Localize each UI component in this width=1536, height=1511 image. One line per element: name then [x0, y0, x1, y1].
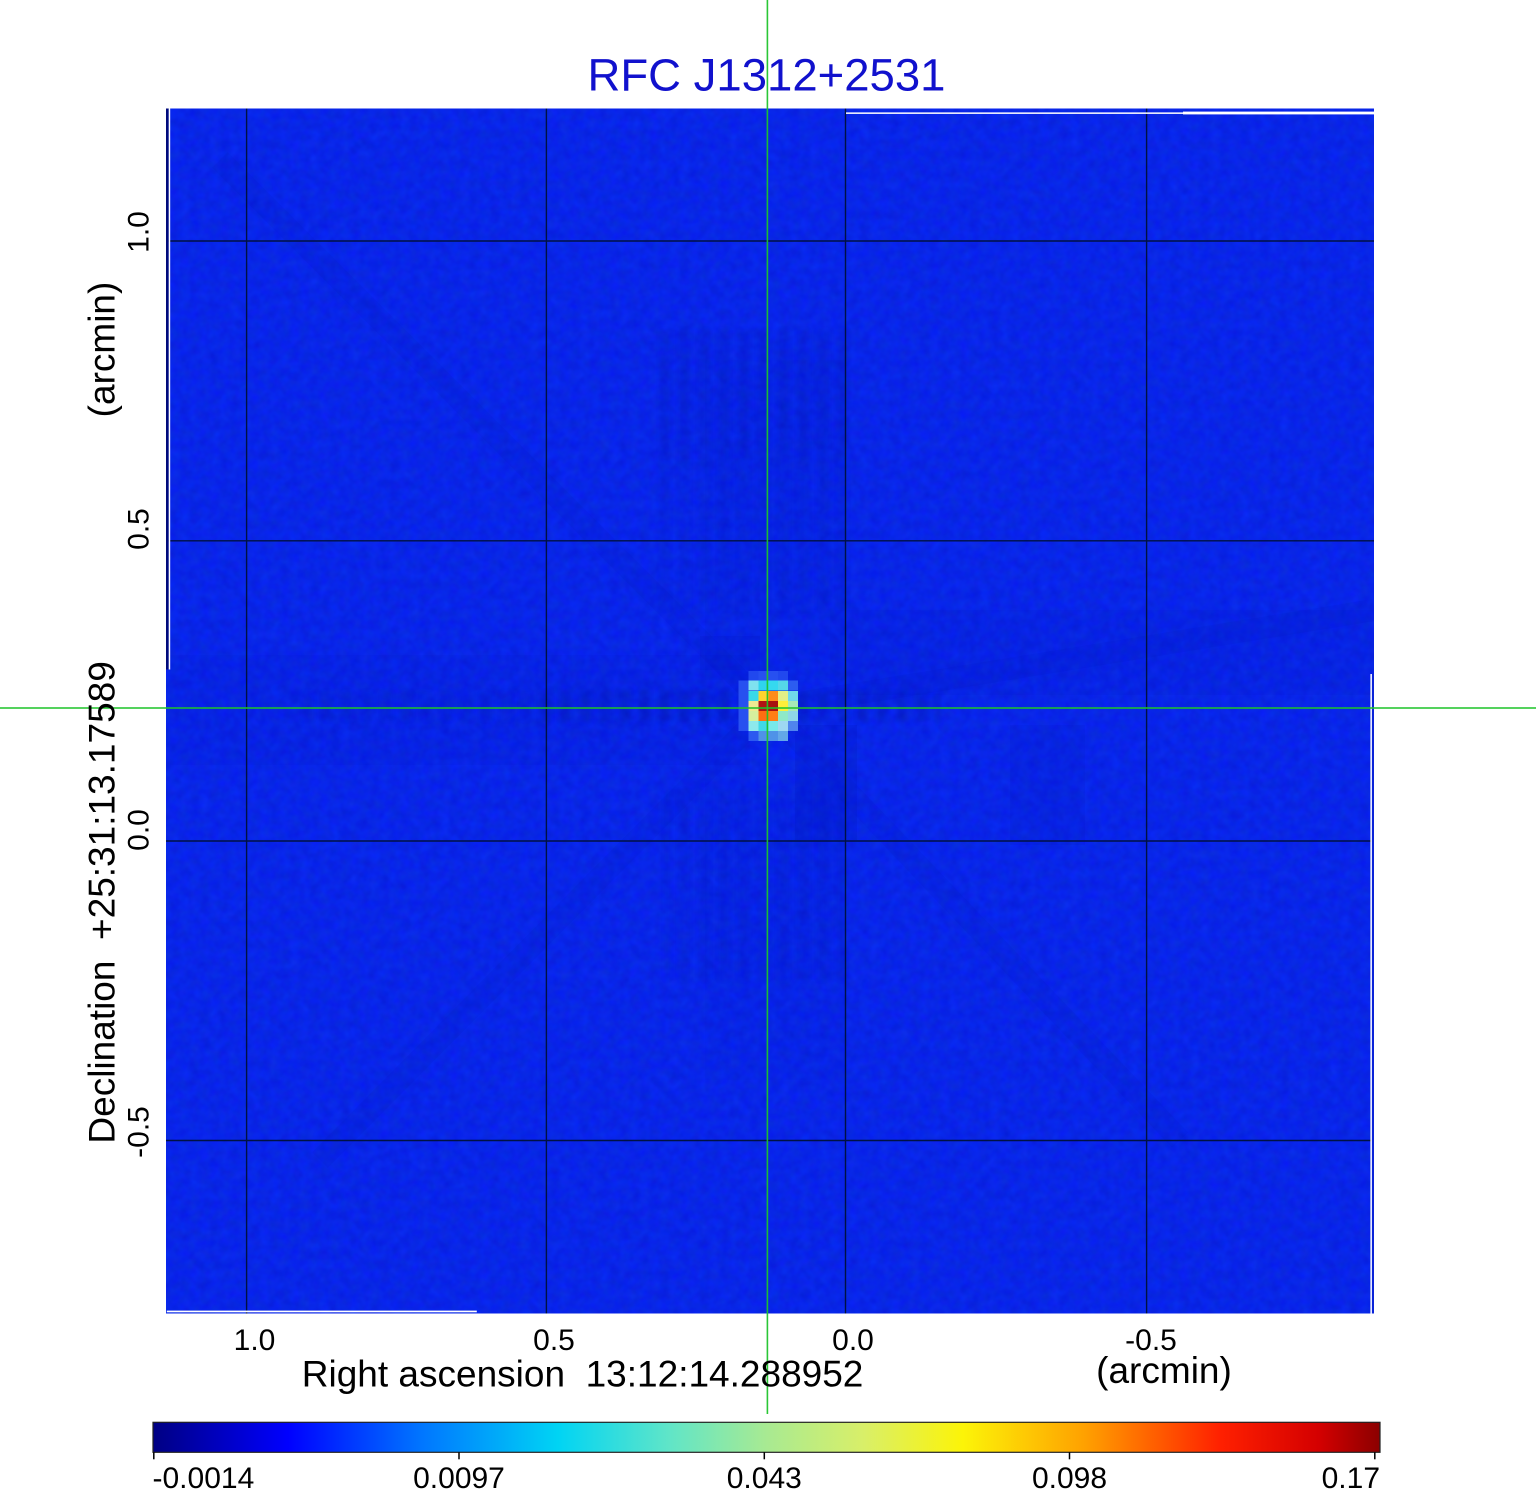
svg-text:Declination +25:31:13.17589: Declination +25:31:13.17589	[82, 661, 123, 1143]
svg-text:0.5: 0.5	[123, 508, 156, 550]
svg-text:-0.5: -0.5	[123, 1106, 156, 1158]
svg-text:0.17: 0.17	[1322, 1462, 1380, 1495]
svg-text:(arcmin): (arcmin)	[1096, 1350, 1232, 1391]
svg-text:-0.5: -0.5	[1125, 1324, 1177, 1357]
svg-text:-0.0014: -0.0014	[153, 1462, 255, 1495]
svg-text:1.0: 1.0	[123, 211, 156, 253]
svg-text:0.0097: 0.0097	[413, 1462, 505, 1495]
svg-text:Right ascension 13:12:14.2889: Right ascension 13:12:14.288952	[302, 1354, 864, 1395]
svg-text:0.0: 0.0	[832, 1324, 874, 1357]
svg-text:0.098: 0.098	[1032, 1462, 1107, 1495]
svg-text:RFC J1312+2531: RFC J1312+2531	[588, 50, 946, 101]
svg-text:(arcmin): (arcmin)	[81, 282, 122, 418]
svg-text:0.5: 0.5	[533, 1324, 575, 1357]
svg-text:1.0: 1.0	[234, 1324, 276, 1357]
svg-text:0.0: 0.0	[123, 809, 156, 851]
svg-text:0.043: 0.043	[727, 1462, 802, 1495]
